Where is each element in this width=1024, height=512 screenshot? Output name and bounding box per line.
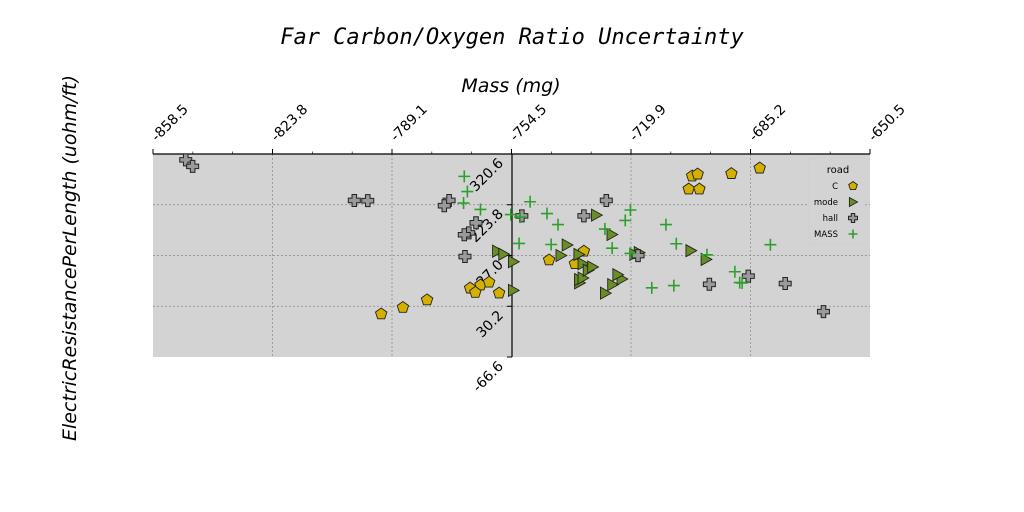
point-mass (667, 279, 680, 292)
point-hall (702, 277, 716, 291)
point-hall (515, 209, 529, 223)
legend-label-mass: MASS (814, 230, 838, 240)
point-hall (457, 228, 471, 242)
point-mode (591, 208, 604, 222)
point-hall (458, 250, 472, 264)
point-mass (670, 237, 683, 250)
point-c (691, 167, 704, 180)
point-mode (507, 254, 521, 269)
point-mass (474, 203, 487, 216)
point-mass (606, 242, 619, 255)
point-c (542, 253, 556, 266)
x-ticks: -858.5 -823.8 -789.1 -754.5 -719.9 -685.2 -650… (149, 102, 909, 154)
x-axis-label: Mass (mg) (461, 75, 560, 97)
point-hall (741, 269, 755, 283)
point-mass (524, 195, 537, 208)
legend-title: road (827, 165, 850, 176)
point-hall (778, 277, 792, 291)
point-mode (607, 277, 620, 292)
point-c (693, 182, 706, 195)
point-mass (513, 237, 526, 250)
x-tick-label: -823.8 (268, 102, 311, 145)
x-tick-label: -650.5 (866, 102, 909, 145)
point-mass (598, 223, 611, 236)
point-mode (685, 243, 698, 258)
legend-label-hall: hall (823, 214, 838, 224)
point-c (492, 286, 506, 299)
point-c (396, 300, 410, 313)
point-mass (624, 203, 637, 216)
point-mass (728, 265, 741, 278)
data-points (179, 153, 830, 320)
point-mode (587, 260, 600, 274)
point-mode (555, 248, 568, 263)
point-hall (577, 209, 591, 223)
point-hall (437, 199, 451, 213)
legend-box (808, 157, 866, 245)
legend-label-c: C (832, 182, 838, 192)
point-c (420, 293, 434, 306)
point-mode (492, 244, 505, 258)
point-c (469, 285, 482, 298)
point-mode (561, 238, 574, 252)
point-mass (552, 218, 565, 231)
point-c (753, 161, 766, 174)
point-mode (498, 247, 511, 261)
legend-marker-c (848, 180, 858, 191)
point-mass (541, 207, 554, 220)
legend-marker-mass (848, 229, 858, 239)
point-mass (619, 214, 632, 227)
point-hall (361, 194, 375, 208)
chart-title: Far Carbon/Oxygen Ratio Uncertainty (280, 25, 744, 50)
point-mass (514, 211, 527, 224)
x-tick-label: -685.2 (746, 102, 789, 145)
x-tick-label: -789.1 (388, 102, 431, 145)
point-mass (645, 281, 658, 294)
point-mode (606, 227, 619, 242)
point-mass (457, 197, 470, 210)
point-hall (599, 193, 613, 207)
point-mass (733, 276, 746, 289)
point-mass (700, 248, 713, 261)
point-mass (659, 218, 672, 231)
point-c (682, 182, 695, 195)
point-hall (442, 193, 456, 207)
x-tick-label: -719.9 (627, 102, 670, 145)
point-hall (469, 216, 483, 230)
point-mass (545, 238, 558, 251)
point-mode (612, 267, 625, 282)
x-tick-label: -754.5 (507, 102, 550, 145)
point-hall (186, 159, 200, 173)
legend-label-mode: mode (814, 198, 838, 208)
point-mass (504, 208, 517, 221)
point-mass (458, 170, 471, 183)
point-mass (624, 247, 637, 260)
y-tick-label: -66.6 (470, 358, 507, 395)
legend-marker-hall (848, 213, 858, 223)
point-hall (816, 305, 830, 319)
point-mass (764, 238, 777, 251)
x-tick-label: -858.5 (149, 102, 192, 145)
point-c (725, 167, 738, 179)
point-c (374, 307, 388, 320)
point-c (482, 275, 496, 288)
legend-marker-mode (848, 196, 859, 208)
point-mode (573, 247, 586, 262)
point-mode (600, 286, 613, 300)
point-mode (507, 283, 521, 298)
point-mass (461, 185, 474, 198)
y-axis-label: ElectricResistancePerLength (uohm/ft) (59, 75, 81, 441)
point-hall (347, 193, 361, 207)
